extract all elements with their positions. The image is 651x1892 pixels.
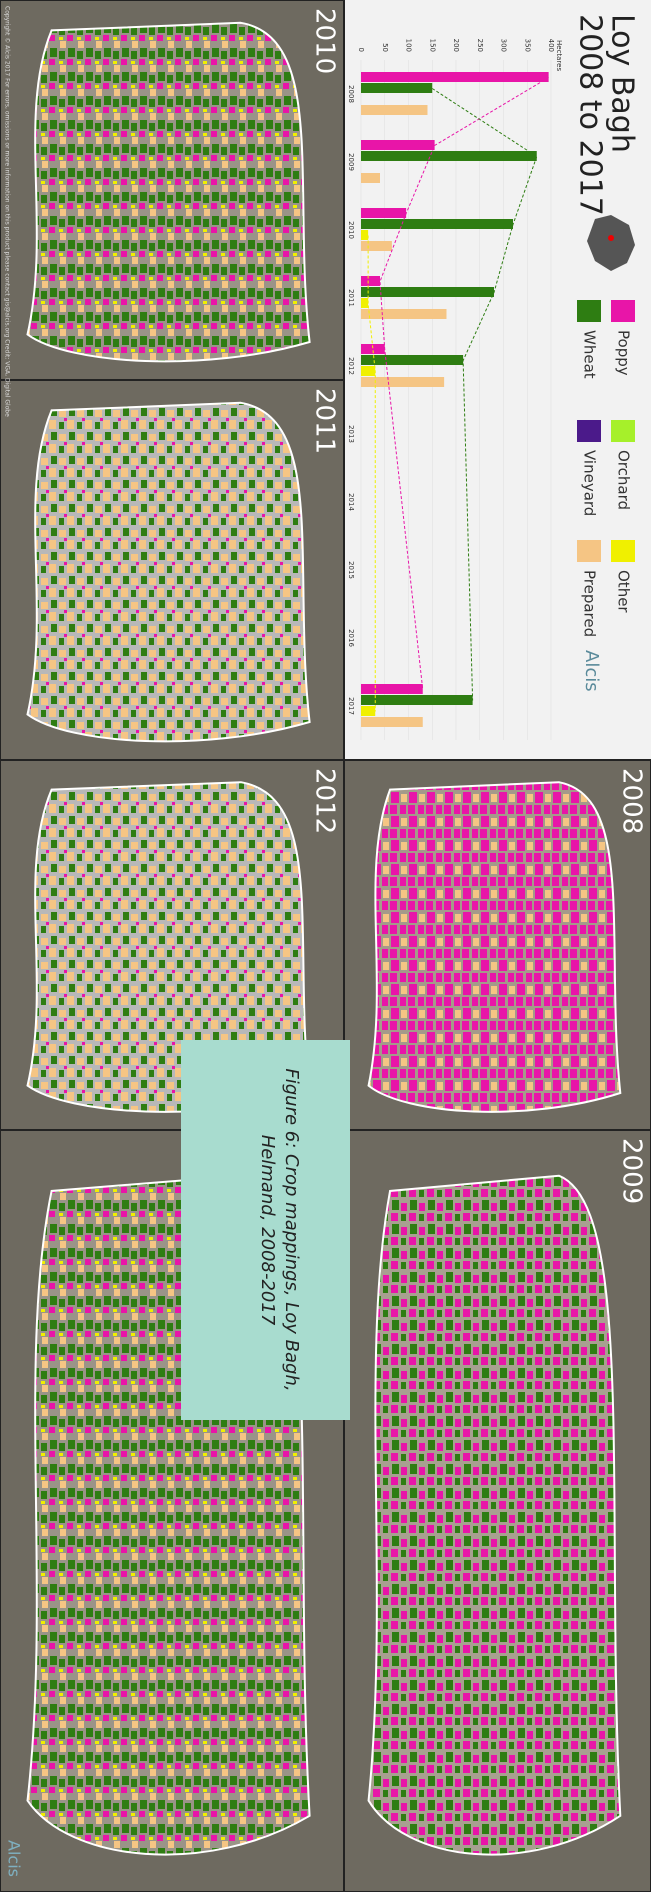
legend-label: Other [615,570,633,613]
bar [361,706,376,716]
locator-dot [608,235,614,241]
bar [361,276,380,286]
x-tick-label: 2010 [347,221,355,239]
y-axis-label: Hectares [555,40,563,71]
bar [361,72,549,82]
map-area [26,21,311,363]
x-tick-label: 2009 [347,153,355,171]
locator-map [587,215,635,271]
legend-label: Prepared [581,570,599,637]
caption-line: Figure 6: Crop mappings, Loy Bagh, [281,1068,302,1391]
panel-year: 2009 [617,1138,647,1204]
x-tick-label: 2015 [347,561,355,579]
y-tick-label: 400 [547,39,555,52]
logo: Alcis [5,1840,24,1877]
legend-swatch [611,540,635,562]
y-tick-label: 300 [500,39,508,52]
y-tick-label: 100 [405,39,413,52]
trend-line [367,235,376,712]
bar [361,287,494,297]
bar [361,208,407,218]
caption-line: Helmand, 2008-2017 [257,1135,278,1326]
y-tick-label: 50 [381,43,389,52]
logo: Alcis [581,650,602,692]
x-tick-label: 2017 [347,697,355,715]
bar [361,344,385,354]
bar [361,230,369,240]
bar [361,151,537,161]
chart-subtitle: 2008 to 2017 [573,14,608,216]
y-tick-label: 250 [476,39,484,52]
y-tick-label: 350 [523,39,531,52]
bar [361,241,392,251]
x-tick-label: 2016 [347,629,355,647]
bar [361,140,435,150]
legend-swatch [577,300,601,322]
legend-swatch [577,420,601,442]
bar [361,219,513,229]
trend-line [379,77,549,690]
bar [361,366,376,376]
legend-label: Orchard [615,450,633,510]
y-tick-label: 200 [452,39,460,52]
map-area [367,1174,622,1856]
map-area [26,401,311,743]
x-tick-label: 2012 [347,357,355,375]
bar [361,105,428,115]
y-tick-label: 150 [428,39,436,52]
x-tick-label: 2011 [347,289,355,307]
chart-panel [344,0,651,760]
y-tick-label: 0 [357,48,365,52]
legend-label: Poppy [615,330,633,376]
trend-line [431,88,538,701]
panel-year: 2008 [617,768,647,834]
x-tick-label: 2013 [347,425,355,443]
bar [361,83,433,93]
legend-swatch [611,300,635,322]
bar [361,309,447,319]
chart-title: Loy Bagh [605,14,640,153]
bar [361,684,423,694]
bar [361,298,369,308]
bar [361,377,445,387]
bar [361,717,423,727]
map-area [367,781,622,1113]
x-tick-label: 2014 [347,493,355,511]
legend-swatch [577,540,601,562]
panel-year: 2010 [310,8,340,74]
caption-box [181,1040,350,1420]
legend-label: Wheat [581,330,599,379]
legend-label: Vineyard [581,450,599,516]
credits: Copyright © Alcis 2017 For errors, omiss… [4,6,11,417]
legend-swatch [611,420,635,442]
panel-year: 2012 [310,768,340,834]
map-area [26,781,311,1113]
x-tick-label: 2008 [347,85,355,103]
panel-year: 2011 [310,388,340,454]
bar [361,695,473,705]
bar [361,173,380,183]
bar [361,355,464,365]
